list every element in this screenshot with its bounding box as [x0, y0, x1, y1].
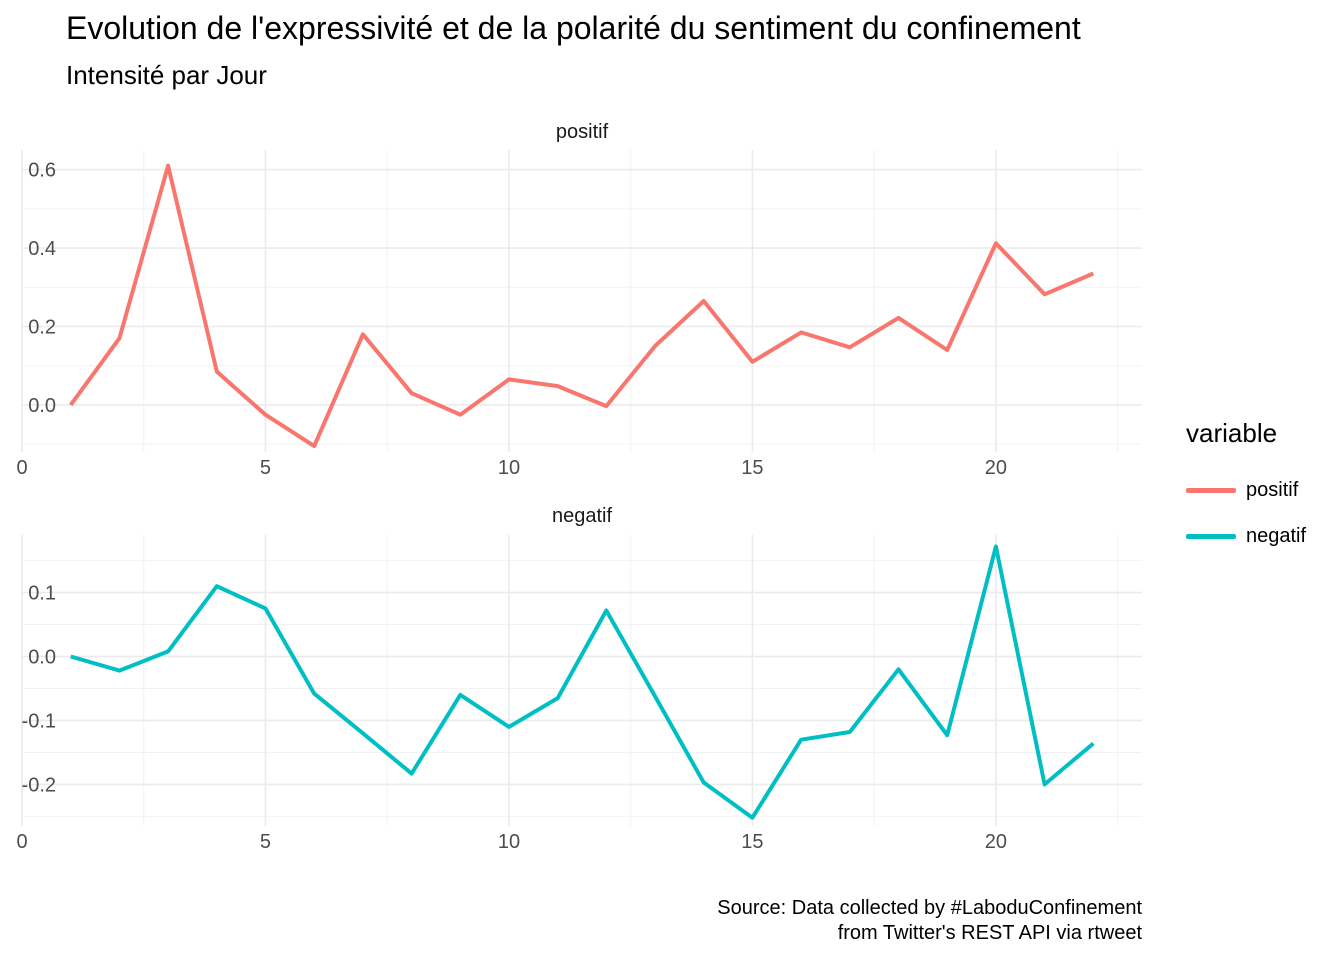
- strip-label-negatif: negatif: [552, 505, 612, 527]
- data-point-negatif: [750, 816, 754, 820]
- legend-key-positif: [1186, 487, 1236, 493]
- strip-label-positif: positif: [556, 121, 609, 143]
- legend-item-negatif: negatif: [1186, 513, 1306, 559]
- data-point-negatif: [945, 733, 949, 737]
- data-point-negatif: [994, 545, 998, 549]
- y-tick-label-negatif: 0.0: [28, 647, 56, 669]
- y-tick-label-positif: 0.0: [28, 395, 56, 417]
- data-point-negatif: [361, 731, 365, 735]
- data-point-positif: [1043, 292, 1047, 296]
- y-tick-label-positif: 0.6: [28, 160, 56, 182]
- x-tick-label-positif: 20: [985, 457, 1007, 479]
- data-point-positif: [945, 348, 949, 352]
- data-point-positif: [750, 360, 754, 364]
- data-point-negatif: [897, 667, 901, 671]
- chart-title: Evolution de l'expressivité et de la pol…: [66, 10, 1081, 46]
- data-point-positif: [361, 332, 365, 336]
- data-point-positif: [312, 444, 316, 448]
- data-point-positif: [799, 330, 803, 334]
- data-point-positif: [263, 413, 267, 417]
- data-point-negatif: [1043, 782, 1047, 786]
- x-tick-label-positif: 0: [16, 457, 27, 479]
- x-tick-label-positif: 5: [260, 457, 271, 479]
- data-point-negatif: [263, 607, 267, 611]
- legend-label-negatif: negatif: [1246, 524, 1307, 547]
- y-tick-label-positif: 0.2: [28, 316, 56, 338]
- series-line-negatif: [70, 544, 1095, 820]
- y-tick-label-negatif: -0.1: [22, 710, 56, 732]
- caption: Source: Data collected by #LaboduConfine…: [717, 896, 1142, 946]
- data-point-negatif: [556, 696, 560, 700]
- data-point-negatif: [117, 669, 121, 673]
- data-point-positif: [897, 316, 901, 320]
- x-tick-label-positif: 15: [741, 457, 763, 479]
- data-point-positif: [117, 336, 121, 340]
- data-point-negatif: [69, 655, 73, 659]
- x-tick-label-negatif: 15: [741, 831, 763, 853]
- data-point-positif: [215, 370, 219, 374]
- caption-line-1: Source: Data collected by #LaboduConfine…: [717, 897, 1142, 919]
- data-point-positif: [69, 403, 73, 407]
- legend-item-positif: positif: [1186, 467, 1306, 513]
- x-tick-label-positif: 10: [498, 457, 520, 479]
- data-point-positif: [702, 299, 706, 303]
- caption-line-2: from Twitter's REST API via rtweet: [837, 922, 1142, 944]
- data-point-positif: [166, 164, 170, 168]
- data-point-negatif: [166, 649, 170, 653]
- data-point-positif: [507, 377, 511, 381]
- y-tick-label-negatif: -0.2: [22, 774, 56, 796]
- y-tick-label-negatif: 0.1: [28, 583, 56, 605]
- legend-title: variable: [1186, 418, 1278, 448]
- data-point-negatif: [410, 772, 414, 776]
- data-point-negatif: [507, 725, 511, 729]
- y-tick-label-positif: 0.4: [28, 238, 56, 260]
- data-point-negatif: [653, 694, 657, 698]
- data-point-positif: [653, 344, 657, 348]
- data-point-positif: [848, 345, 852, 349]
- data-point-positif: [458, 413, 462, 417]
- x-tick-label-negatif: 10: [498, 831, 520, 853]
- data-point-negatif: [799, 738, 803, 742]
- data-point-negatif: [702, 781, 706, 785]
- data-point-negatif: [1091, 741, 1095, 745]
- series-line-positif: [69, 163, 1095, 449]
- data-point-negatif: [848, 730, 852, 734]
- x-tick-label-negatif: 20: [985, 831, 1007, 853]
- data-point-negatif: [215, 584, 219, 588]
- legend-label-positif: positif: [1246, 478, 1299, 501]
- data-point-negatif: [604, 608, 608, 612]
- data-point-positif: [994, 241, 998, 245]
- data-point-positif: [410, 391, 414, 395]
- x-tick-label-negatif: 5: [260, 831, 271, 853]
- data-point-positif: [556, 384, 560, 388]
- chart-subtitle: Intensité par Jour: [66, 60, 267, 90]
- data-point-positif: [1091, 272, 1095, 276]
- data-point-negatif: [458, 693, 462, 697]
- data-point-positif: [604, 404, 608, 408]
- legend: variable positif negatif: [1186, 418, 1306, 559]
- legend-key-negatif: [1186, 533, 1236, 539]
- data-point-negatif: [312, 692, 316, 696]
- x-tick-label-negatif: 0: [16, 831, 27, 853]
